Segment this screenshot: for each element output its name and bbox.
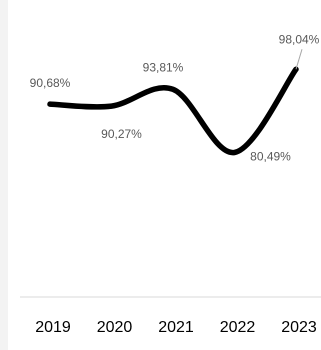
x-tick-label: 2022 (220, 319, 256, 336)
data-point (47, 101, 53, 107)
data-label: 90,68% (30, 76, 71, 90)
data-point (170, 86, 176, 92)
data-label: 90,27% (101, 127, 142, 141)
x-tick-label: 2021 (158, 319, 194, 336)
data-label: 98,04% (279, 32, 320, 46)
data-label: 80,49% (250, 149, 291, 163)
data-label: 93,81% (143, 60, 184, 74)
data-point (109, 103, 114, 109)
label-leader-line (295, 49, 303, 70)
series-line (47, 66, 299, 156)
chart-panel (8, 0, 321, 350)
x-tick-label: 2019 (35, 319, 71, 336)
x-tick-label: 2020 (97, 319, 133, 336)
x-tick-label: 2023 (281, 319, 317, 336)
data-point (232, 149, 237, 155)
